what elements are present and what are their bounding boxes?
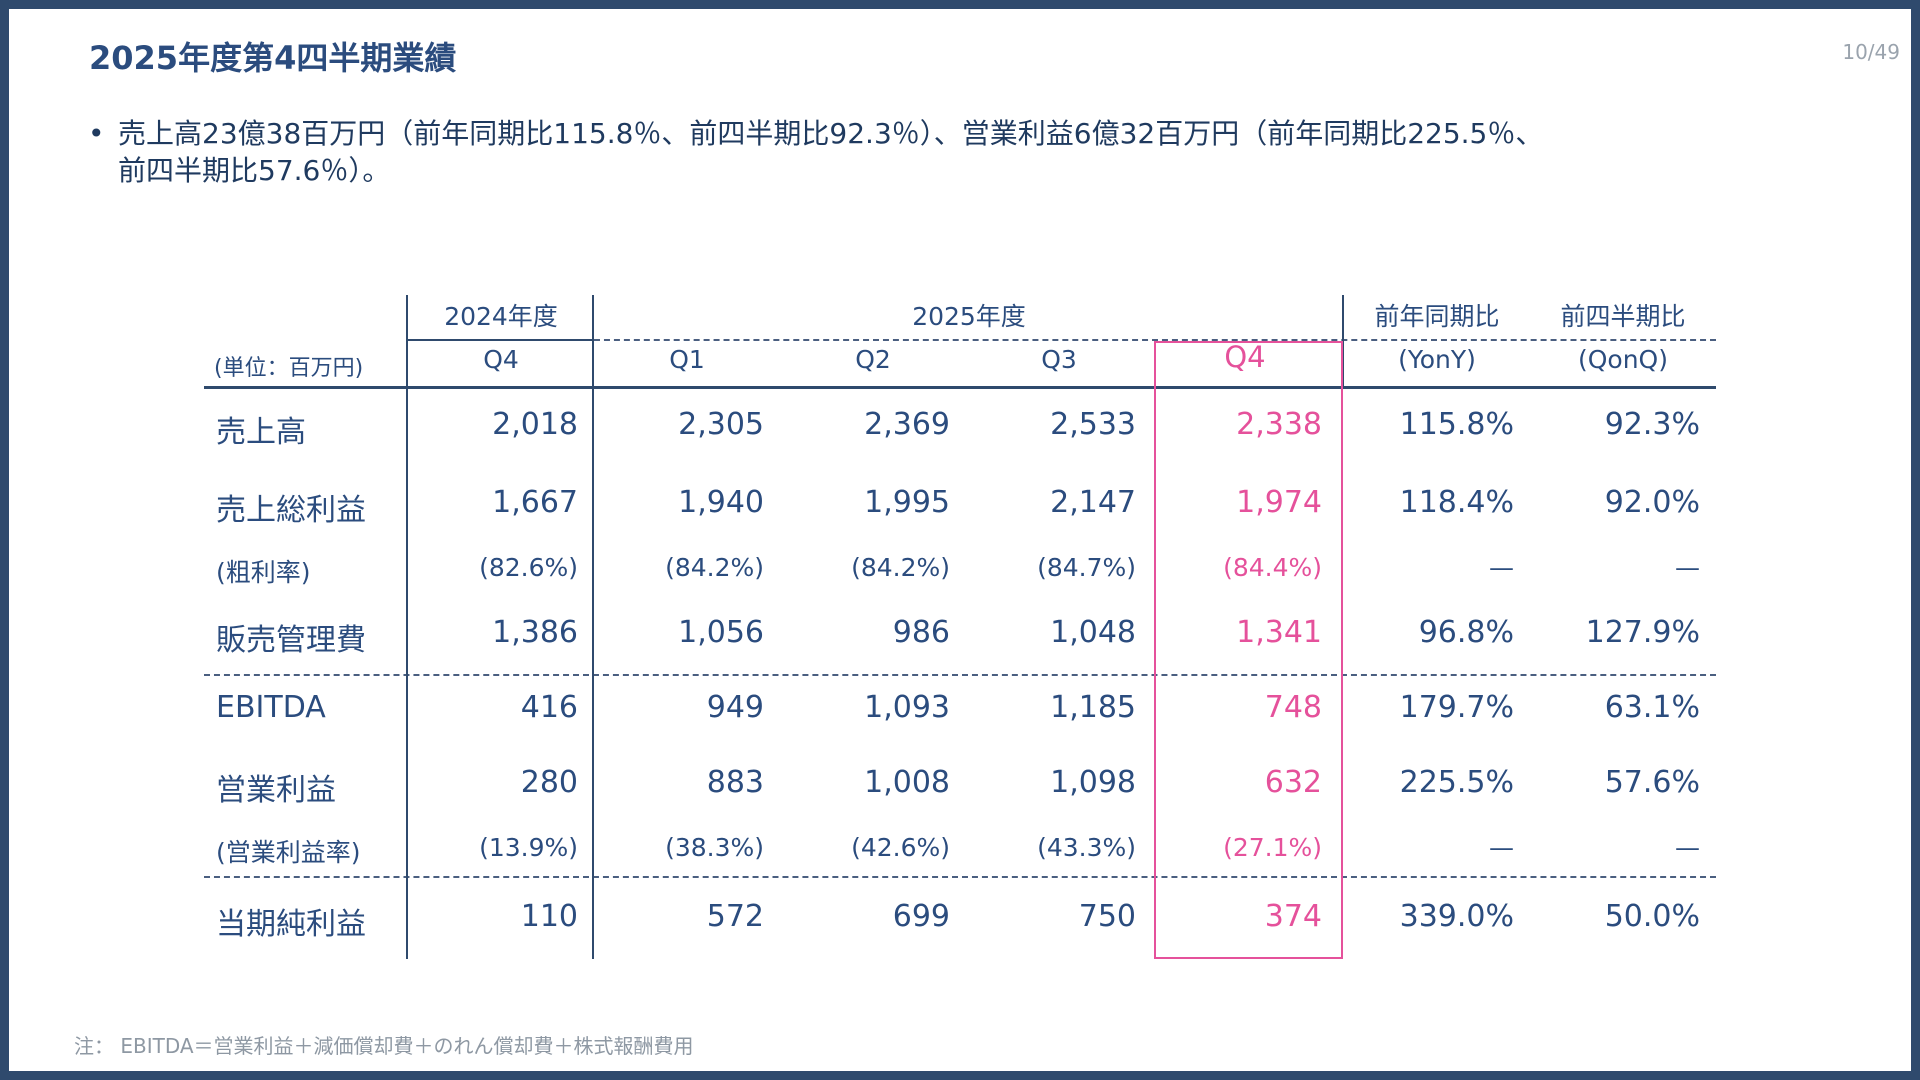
page-number: 10/49 xyxy=(1842,40,1900,64)
table-cell-yoy: 118.4% xyxy=(1399,485,1514,520)
vertical-line-1 xyxy=(406,295,408,959)
table-cell: 2,147 xyxy=(1050,485,1136,520)
summary-bullet: • 売上高23億38百万円（前年同期比115.8％、前四半期比92.3％）、営業… xyxy=(88,115,1728,189)
table-cell: 986 xyxy=(892,615,950,650)
table-cell: 280 xyxy=(520,765,578,800)
table-cell: 572 xyxy=(706,899,764,934)
summary-line-2: 前四半期比57.6％）。 xyxy=(118,154,391,187)
table-cell: 949 xyxy=(706,690,764,725)
table-cell: (38.3%) xyxy=(665,833,764,862)
col-header-qoq-sub: (QonQ) xyxy=(1577,345,1668,374)
divider-ebitda xyxy=(204,674,1716,676)
table-cell-yoy: 225.5% xyxy=(1399,765,1514,800)
table-cell: 1,995 xyxy=(864,485,950,520)
header-dashed-line xyxy=(594,339,1716,341)
table-cell: 1,008 xyxy=(864,765,950,800)
table-cell: 748 xyxy=(1264,690,1322,725)
header-qoq: 前四半期比 xyxy=(1560,302,1686,331)
table-cell: 2,338 xyxy=(1236,407,1322,442)
table-cell: 1,341 xyxy=(1236,615,1322,650)
table-cell: 1,093 xyxy=(864,690,950,725)
col-header-q1: Q1 xyxy=(669,345,705,374)
footnote: 注： EBITDA＝営業利益＋減価償却費＋のれん償却費＋株式報酬費用 xyxy=(74,1034,694,1058)
bullet-dot-icon: • xyxy=(88,117,105,150)
table-cell-qoq: 92.3% xyxy=(1604,407,1700,442)
row-label: 販売管理費 xyxy=(216,623,366,658)
table-cell-qoq: 57.6% xyxy=(1604,765,1700,800)
table-cell: 1,185 xyxy=(1050,690,1136,725)
row-label: 営業利益 xyxy=(216,773,336,808)
table-cell: 1,386 xyxy=(492,615,578,650)
table-cell-qoq: — xyxy=(1675,833,1700,862)
header-2025: 2025年度 xyxy=(912,302,1026,331)
table-cell: 750 xyxy=(1078,899,1136,934)
table-cell-yoy: 115.8% xyxy=(1399,407,1514,442)
table-cell-qoq: — xyxy=(1675,553,1700,582)
table-cell: 883 xyxy=(706,765,764,800)
table-cell-yoy: 96.8% xyxy=(1418,615,1514,650)
table-cell: (84.4%) xyxy=(1223,553,1322,582)
row-label: 当期純利益 xyxy=(216,907,366,942)
header-yoy: 前年同期比 xyxy=(1374,302,1500,331)
header-2024: 2024年度 xyxy=(444,302,558,331)
vertical-line-3 xyxy=(1342,295,1344,387)
table-cell: 1,048 xyxy=(1050,615,1136,650)
table-cell-qoq: 63.1% xyxy=(1604,690,1700,725)
table-cell: (82.6%) xyxy=(479,553,578,582)
slide-title: 2025年度第4四半期業績 xyxy=(89,39,457,77)
table-cell: (84.7%) xyxy=(1037,553,1136,582)
table-cell: 416 xyxy=(520,690,578,725)
table-cell: 632 xyxy=(1264,765,1322,800)
row-label: (営業利益率) xyxy=(216,838,361,867)
unit-label: (単位：百万円) xyxy=(214,356,364,381)
header-bottom-line xyxy=(204,386,1716,389)
table-cell-yoy: — xyxy=(1489,553,1514,582)
table-cell: 1,056 xyxy=(678,615,764,650)
financial-table: 2024年度 2025年度 前年同期比 前四半期比 (単位：百万円) Q4 Q1… xyxy=(204,295,1716,959)
table-cell-yoy: 179.7% xyxy=(1399,690,1514,725)
row-label: (粗利率) xyxy=(216,558,311,587)
table-cell: (27.1%) xyxy=(1223,833,1322,862)
q4-highlight-box xyxy=(1154,341,1343,959)
table-cell-qoq: 127.9% xyxy=(1585,615,1700,650)
row-label: 売上総利益 xyxy=(216,493,366,528)
table-cell-qoq: 50.0% xyxy=(1604,899,1700,934)
table-cell: 1,974 xyxy=(1236,485,1322,520)
table-cell: 1,940 xyxy=(678,485,764,520)
table-cell: 699 xyxy=(892,899,950,934)
table-cell: (84.2%) xyxy=(851,553,950,582)
table-cell: (84.2%) xyxy=(665,553,764,582)
table-cell: 1,098 xyxy=(1050,765,1136,800)
row-label: EBITDA xyxy=(216,690,326,725)
table-cell: 2,533 xyxy=(1050,407,1136,442)
table-cell: (43.3%) xyxy=(1037,833,1136,862)
col-header-2025-q4: Q4 xyxy=(1224,340,1266,374)
col-header-yoy-sub: (YonY) xyxy=(1398,345,1476,374)
col-header-2024-q4: Q4 xyxy=(483,345,519,374)
divider-net-income xyxy=(204,876,1716,878)
table-cell: 2,305 xyxy=(678,407,764,442)
table-cell: (13.9%) xyxy=(479,833,578,862)
table-cell: 110 xyxy=(520,899,578,934)
table-cell: 2,018 xyxy=(492,407,578,442)
col-header-q3: Q3 xyxy=(1041,345,1077,374)
table-cell: 1,667 xyxy=(492,485,578,520)
table-cell-yoy: — xyxy=(1489,833,1514,862)
row-label: 売上高 xyxy=(216,415,306,450)
col-header-q2: Q2 xyxy=(855,345,891,374)
table-cell: (42.6%) xyxy=(851,833,950,862)
table-cell: 2,369 xyxy=(864,407,950,442)
summary-line-1: 売上高23億38百万円（前年同期比115.8％、前四半期比92.3％）、営業利益… xyxy=(118,117,1544,150)
table-cell-yoy: 339.0% xyxy=(1399,899,1514,934)
table-cell: 374 xyxy=(1264,899,1322,934)
header-line-2024 xyxy=(408,339,594,341)
vertical-line-2 xyxy=(592,295,594,959)
table-cell-qoq: 92.0% xyxy=(1604,485,1700,520)
